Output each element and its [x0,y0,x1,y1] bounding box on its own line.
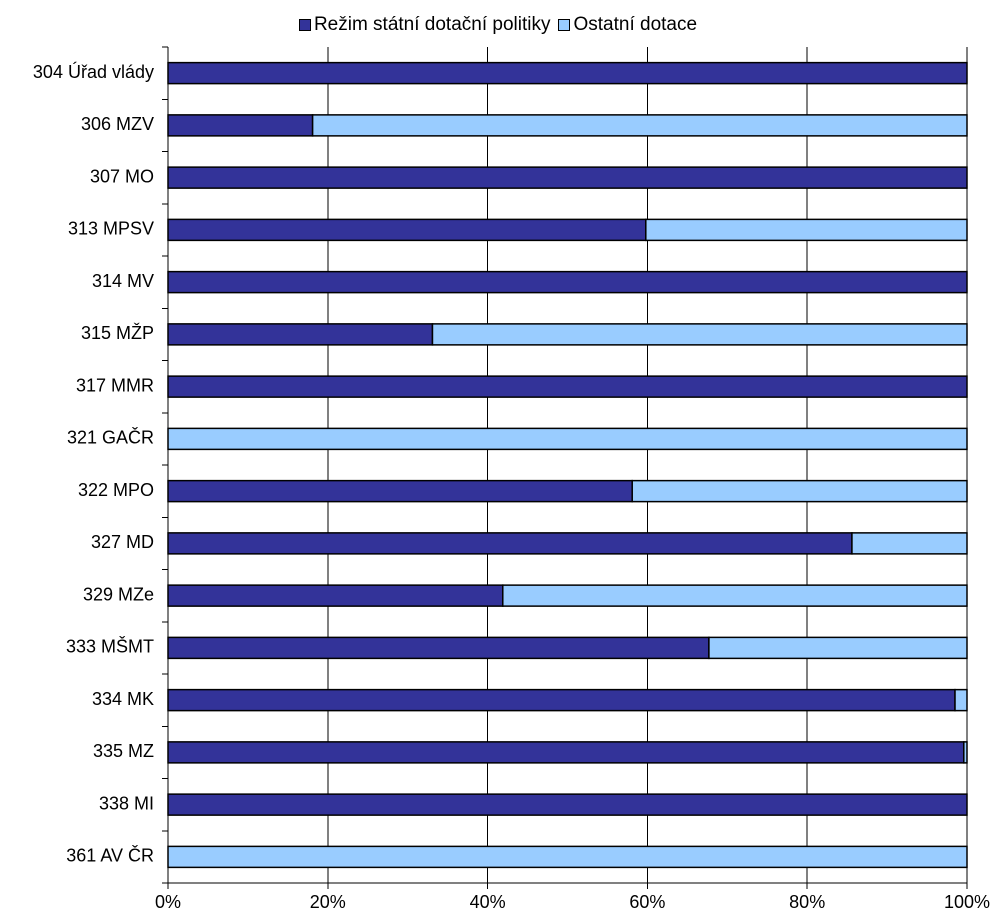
bar-2-9 [851,532,968,555]
bar-1-6 [167,375,968,398]
bar-2-12 [954,688,968,712]
bar-2-10 [502,584,968,607]
legend-item-series-2: Ostatní dotace [558,14,697,36]
bar-1-8 [167,479,633,503]
y-tick-label-1: 306 MZV [81,114,154,134]
x-tick-label-0: 0% [155,892,181,912]
bar-1-4 [167,270,968,294]
y-tick-label-0: 304 Úřad vlády [33,61,154,82]
bar-2-3 [645,218,968,242]
y-tick-label-7: 321 GAČR [67,427,154,448]
y-tick-label-5: 315 MŽP [81,323,154,343]
bar-1-0 [167,61,968,85]
chart-legend: Režim státní dotační politiky Ostatní do… [0,14,996,36]
bar-2-11 [708,636,968,660]
legend-label-series-1: Režim státní dotační politiky [313,14,551,35]
bar-1-13 [167,741,965,764]
y-tick-label-15: 361 AV ČR [66,845,154,866]
x-tick-label-4: 80% [789,892,825,912]
bar-2-15 [167,845,968,869]
bar-1-12 [167,688,956,712]
y-tick-label-12: 334 MK [92,689,154,709]
legend-swatch-series-1 [298,19,311,31]
legend-swatch-series-2 [558,19,571,31]
y-tick-label-10: 329 MZe [83,584,154,604]
bar-2-1 [311,114,968,137]
bar-1-11 [167,636,710,660]
legend-item-series-1: Režim státní dotační politiky [298,14,551,36]
y-tick-label-13: 335 MZ [93,741,154,761]
bar-2-13 [963,741,968,764]
y-tick-label-11: 333 MŠMT [66,636,154,657]
y-tick-label-9: 327 MD [91,532,154,552]
y-tick-label-14: 338 MI [99,793,154,813]
bar-1-5 [167,323,434,346]
x-tick-label-2: 40% [470,892,506,912]
x-tick-label-5: 100% [944,892,990,912]
bar-1-14 [167,793,968,816]
bar-1-9 [167,532,853,555]
y-tick-label-6: 317 MMR [76,375,154,395]
y-tick-label-3: 313 MPSV [68,219,154,239]
y-tick-label-2: 307 MO [90,166,154,186]
bar-1-10 [167,584,504,607]
bar-2-5 [431,323,968,346]
bar-1-1 [167,114,314,137]
y-tick-label-4: 314 MV [92,271,154,291]
x-tick-label-3: 60% [629,892,665,912]
bar-2-8 [631,479,968,503]
legend-label-series-2: Ostatní dotace [573,14,698,35]
bar-2-7 [167,427,968,451]
y-tick-label-8: 322 MPO [78,480,154,500]
bar-1-2 [167,166,968,189]
x-tick-label-1: 20% [310,892,346,912]
bar-1-3 [167,218,647,242]
